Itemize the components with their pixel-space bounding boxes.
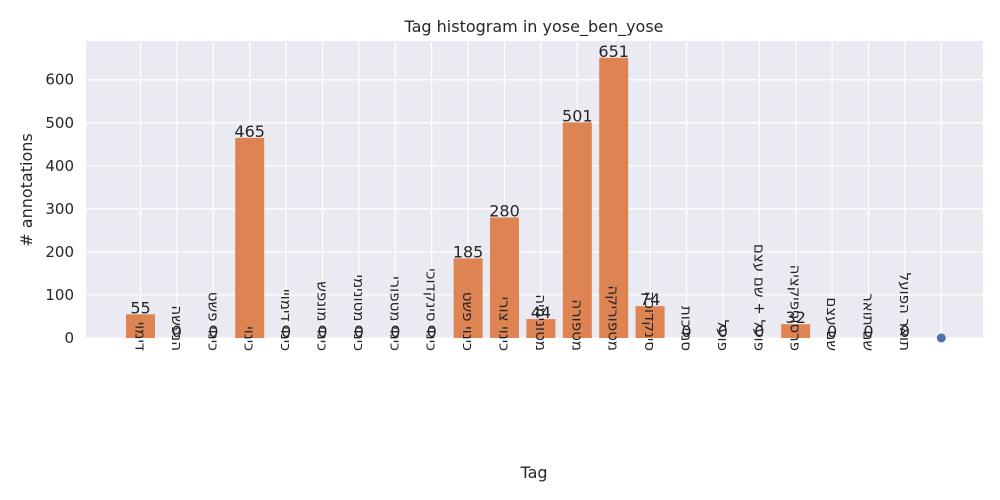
y-tick-label: 0: [64, 329, 74, 347]
bar-value-label: 0: [317, 322, 327, 341]
bar-value-label: 0: [681, 322, 691, 341]
bar: [490, 217, 519, 338]
x-tick-label: תואר הפועל: [896, 273, 914, 351]
x-tick-label: כינוי פשט: [459, 292, 477, 351]
bar: [235, 137, 265, 338]
bar: [562, 122, 592, 338]
points: [936, 333, 946, 343]
x-tick-label: מטפוריקה: [605, 285, 623, 351]
x-tick-label: כינוי מטונימי: [350, 275, 368, 351]
y-tick-label: 600: [45, 71, 74, 89]
x-tick-label: כינוי דימויי: [277, 289, 295, 351]
x-tick-label: מטונימיה: [532, 294, 550, 351]
x-tick-label: פועל: [714, 320, 732, 351]
bar-value-label: 185: [453, 242, 484, 261]
bar: [635, 306, 665, 338]
x-tick-label: מטפורה: [568, 299, 586, 351]
x-tick-labels: דימוי הנפשה כינוי פשט כינוי כינוי דימויי כינו…: [132, 244, 914, 351]
bar-value-label: 0: [718, 322, 728, 341]
bar-value-label: 44: [531, 303, 551, 322]
bar-value-label: 0: [208, 322, 218, 341]
x-tick-label: דימוי: [132, 322, 150, 351]
x-tick-label: סינקדוכה: [641, 291, 659, 351]
x-tick-label: סמיכות: [678, 306, 696, 351]
x-tick-label: שם תואר: [860, 293, 878, 351]
y-tick-label: 500: [45, 114, 74, 132]
data-point: [936, 333, 946, 343]
x-tick-label: כינוי מונפש: [314, 281, 332, 351]
x-tick-label: פרסוניפיקציה: [787, 265, 805, 351]
bar-value-label: 465: [234, 122, 265, 141]
x-axis-label: Tag: [519, 463, 547, 482]
x-tick-label: כינוי צורי: [496, 297, 514, 351]
y-tick-label: 200: [45, 243, 74, 261]
y-tick-label: 100: [45, 286, 74, 304]
y-tick-label: 400: [45, 157, 74, 175]
bars: [126, 57, 811, 338]
bar-value-label: 501: [562, 106, 593, 125]
bar-value-label: 0: [754, 322, 764, 341]
bar-value-label: 0: [172, 322, 182, 341]
data-labels: 55 0 0 465 0 0 0 0 0 185 280 44 501 651 74 0 0 0 32 0 0 0: [130, 42, 910, 341]
y-tick-labels: 0 100 200 300 400 500 600: [45, 71, 74, 347]
bar-value-label: 32: [786, 308, 806, 327]
x-tick-label: פועל + שם עצם: [750, 244, 768, 351]
bar: [599, 57, 629, 338]
bar-value-label: 0: [827, 322, 837, 341]
x-tick-label: כינוי סינקדוכי: [423, 268, 441, 351]
bar-value-label: 651: [598, 42, 629, 61]
bar-value-label: 0: [900, 322, 910, 341]
bar: [453, 258, 483, 338]
y-tick-label: 300: [45, 200, 74, 218]
bar: [781, 324, 811, 338]
bar-value-label: 0: [863, 322, 873, 341]
x-tick-label: כינוי פשט: [204, 292, 222, 351]
bar-value-label: 0: [354, 322, 364, 341]
bar-value-label: 74: [640, 290, 660, 309]
x-tick-label: שם עצם: [823, 297, 841, 351]
x-tick-label: כינוי מטפורי: [386, 276, 404, 351]
bar: [526, 319, 556, 338]
bar-value-label: 0: [390, 322, 400, 341]
bar-value-label: 280: [489, 201, 520, 220]
chart-title: Tag histogram in yose_ben_yose: [403, 17, 663, 37]
x-tick-label: כינוי: [241, 326, 259, 351]
bar-value-label: 0: [281, 322, 291, 341]
y-axis-label: # annotations: [17, 133, 36, 246]
bar: [126, 314, 155, 338]
bar-value-label: 55: [130, 298, 150, 317]
bar-value-label: 0: [427, 322, 437, 341]
x-tick-label: הנפשה: [168, 305, 186, 351]
